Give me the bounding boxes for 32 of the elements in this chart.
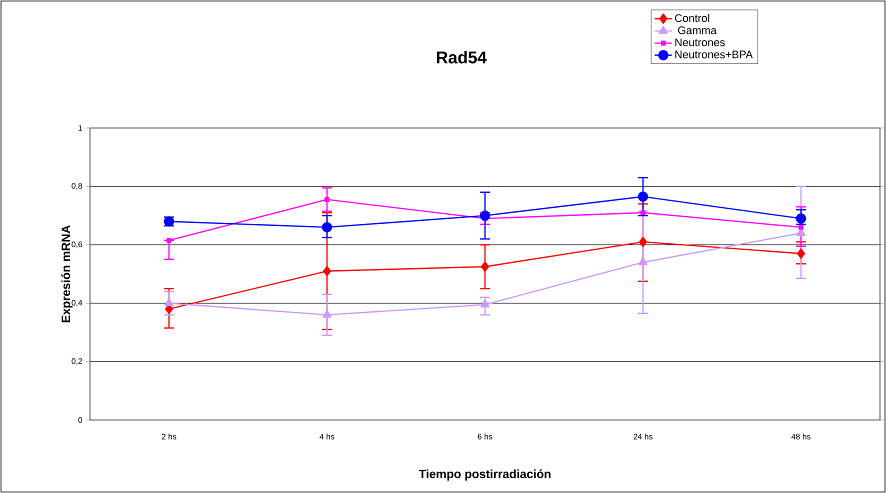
x-tick-label: 6 hs xyxy=(478,434,492,440)
x-tick-label: 2 hs xyxy=(162,434,176,440)
point xyxy=(798,224,804,230)
y-axis-title: Expresión mRNA xyxy=(61,225,72,322)
point xyxy=(638,191,648,202)
point xyxy=(322,222,332,232)
legend-label: Control xyxy=(675,14,710,22)
y-tick-label: 0,8 xyxy=(72,183,82,190)
point xyxy=(796,248,806,259)
point xyxy=(480,262,490,272)
point xyxy=(164,298,174,306)
legend-label: Gamma xyxy=(678,26,717,34)
y-tick-label: 1 xyxy=(78,125,82,131)
x-tick-label: 48 hs xyxy=(791,434,810,440)
chart-title: Rad54 xyxy=(436,50,487,64)
y-tick-label: 0 xyxy=(78,417,82,423)
y-tick-label: 0,2 xyxy=(72,358,82,365)
point xyxy=(322,266,332,276)
point xyxy=(324,197,330,202)
x-tick-label: 4 hs xyxy=(320,434,334,440)
point xyxy=(638,257,648,266)
point xyxy=(480,210,490,221)
point xyxy=(638,236,648,248)
legend-label: Neutrones+BPA xyxy=(675,50,753,58)
point xyxy=(322,310,332,318)
point xyxy=(480,300,490,308)
y-tick-label: 0,6 xyxy=(72,241,82,248)
point xyxy=(640,210,646,216)
legend-label: Neutrones xyxy=(675,38,725,46)
x-tick-label: 24 hs xyxy=(634,434,652,440)
y-tick-label: 0,4 xyxy=(72,300,82,306)
x-axis-title: Tiempo postirradiación xyxy=(418,469,550,481)
